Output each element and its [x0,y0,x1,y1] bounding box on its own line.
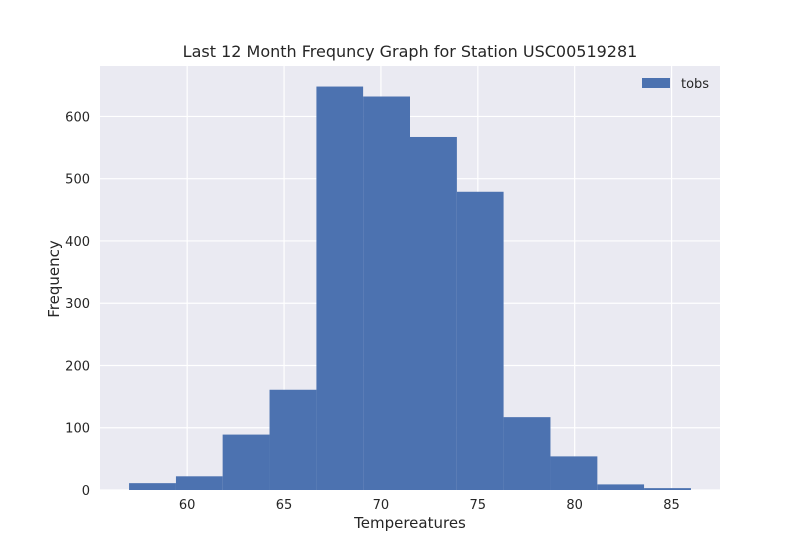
legend: tobs [642,77,709,92]
y-tick-label: 300 [65,297,90,312]
x-tick-label: 60 [179,498,196,513]
histogram-bar [175,476,223,490]
y-tick-label: 500 [65,173,90,188]
histogram-bar [363,96,410,490]
x-tick-labels: 60 65 70 75 80 85 [179,498,680,513]
y-axis-title: Frequency [45,240,63,318]
histogram-bar [269,389,317,490]
histogram-bar [550,456,598,490]
y-tick-labels: 0 100 200 300 400 500 600 [65,110,90,499]
legend-label: tobs [681,77,709,92]
chart-title: Last 12 Month Frequncy Graph for Station… [183,42,638,61]
histogram-bars [129,86,691,490]
y-tick-label: 200 [65,359,90,374]
x-tick-label: 65 [276,498,293,513]
histogram-bar [503,417,551,490]
histogram-bar [316,86,364,490]
x-tick-label: 75 [470,498,487,513]
x-tick-label: 70 [373,498,390,513]
legend-swatch [642,78,670,88]
histogram-bar [410,136,457,490]
x-tick-label: 80 [566,498,583,513]
histogram-bar [597,484,645,490]
histogram-bar [456,191,504,490]
y-tick-label: 600 [65,110,90,125]
y-tick-label: 400 [65,235,90,250]
histogram-bar [644,488,691,490]
x-tick-label: 85 [663,498,680,513]
y-tick-label: 100 [65,422,90,437]
histogram-bar [129,483,176,490]
y-tick-label: 0 [82,484,90,499]
histogram-bar [222,434,270,490]
x-axis-title: Tempereatures [353,514,466,532]
